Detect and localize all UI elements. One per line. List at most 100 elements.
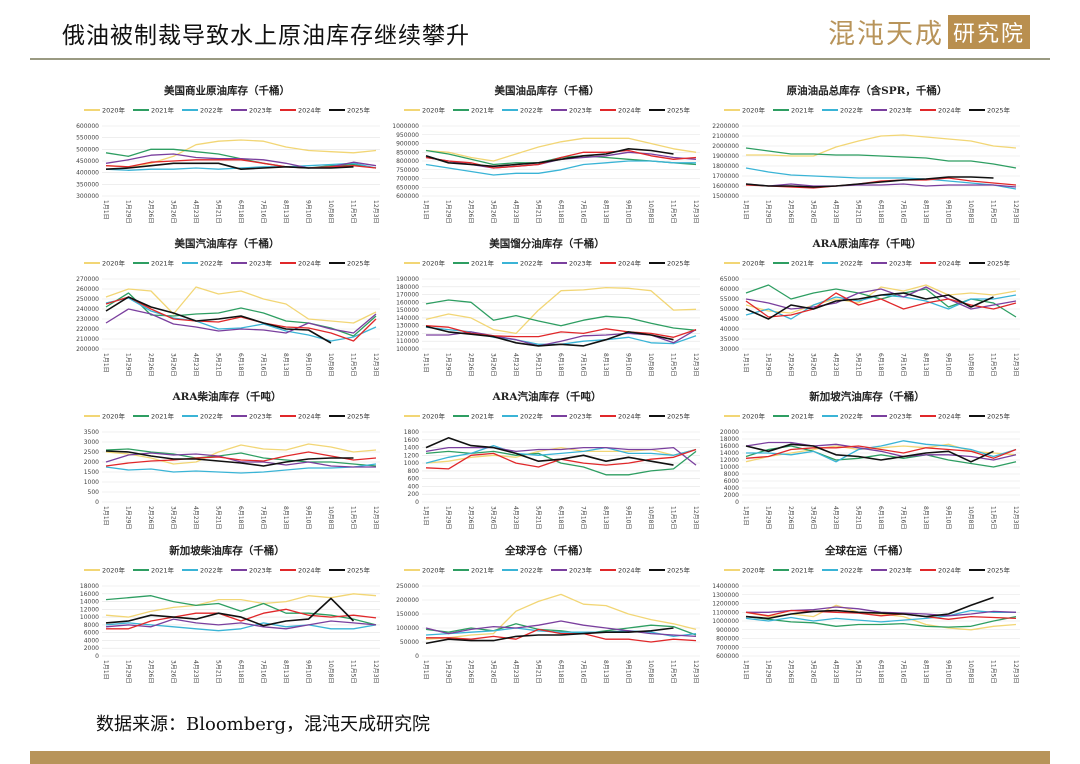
y-tick-label: 100000: [396, 346, 419, 353]
series-line-2022: [425, 444, 697, 464]
x-tick-label: 10月8日: [647, 353, 654, 376]
legend-label: 2023年: [569, 566, 593, 575]
legend-label: 2024年: [618, 259, 642, 268]
x-tick-label: 4月23日: [192, 506, 199, 529]
logo-text: 混沌天成: [828, 19, 944, 50]
legend-label: 2023年: [889, 566, 913, 575]
series-line-2024: [745, 609, 1017, 620]
series-line-2020: [105, 286, 377, 324]
y-tick-label: 55000: [720, 296, 739, 303]
y-tick-label: 50000: [720, 306, 739, 313]
series-line-2020: [746, 134, 1017, 157]
x-tick-label: 1月1日: [742, 660, 749, 680]
x-tick-label: 7月16日: [900, 353, 907, 376]
inventory-chart: 全球浮仓（千桶） 2020年 2021年 2022年 2023年 2024年 2025年 0 5…: [382, 542, 712, 698]
series-line-2025: [105, 296, 332, 344]
series-line-2022: [105, 463, 377, 474]
chart-title: ARA原油库存（千吨）: [811, 237, 921, 250]
legend-label: 2020年: [422, 412, 446, 421]
x-tick-label: 1月1日: [742, 200, 749, 220]
chart-svg: 新加坡汽油库存（千桶） 2020年 2021年 2022年 2023年 2024年 2025…: [720, 390, 1020, 529]
x-tick-label: 1月1日: [742, 353, 749, 373]
series-line-2022: [746, 440, 1017, 463]
series-line-2022: [105, 297, 377, 342]
chart-title: 全球浮仓（千桶）: [504, 544, 589, 557]
y-tick-label: 3000: [84, 439, 99, 446]
legend-label: 2023年: [249, 259, 273, 268]
x-tick-label: 2月26日: [467, 200, 474, 223]
chart-svg: ARA柴油库存（千吨） 2020年 2021年 2022年 2023年 2024年 2025…: [84, 390, 380, 529]
legend-label: 2024年: [298, 106, 322, 115]
chart-title: 原油油品总库存（含SPR，千桶）: [787, 84, 948, 97]
x-tick-label: 6月18日: [237, 200, 244, 223]
y-tick-label: 1200000: [712, 601, 739, 608]
y-tick-label: 600: [408, 476, 420, 483]
x-tick-label: 11月5日: [990, 660, 997, 683]
series-line-2022: [745, 609, 1016, 623]
x-tick-label: 10月8日: [967, 660, 974, 683]
y-tick-label: 0: [95, 499, 99, 506]
x-tick-label: 11月5日: [670, 660, 677, 683]
legend-label: 2022年: [840, 106, 864, 115]
y-tick-label: 750000: [396, 167, 419, 174]
y-tick-label: 0: [415, 499, 419, 506]
series-line-2025: [425, 436, 674, 466]
series-line-2023: [425, 446, 697, 466]
y-tick-label: 0: [735, 499, 739, 506]
x-tick-label: 7月16日: [900, 506, 907, 529]
x-tick-label: 6月18日: [877, 660, 884, 683]
legend-label: 2020年: [422, 106, 446, 115]
series-line-2020: [425, 593, 697, 640]
series-line-2023: [425, 620, 697, 638]
x-tick-label: 11月5日: [350, 660, 357, 683]
inventory-chart: ARA柴油库存（千吨） 2020年 2021年 2022年 2023年 2024年 2025…: [62, 388, 392, 544]
y-tick-label: 550000: [76, 135, 99, 142]
y-tick-label: 12000: [80, 606, 99, 613]
y-tick-label: 10000: [720, 464, 739, 471]
legend-label: 2023年: [569, 106, 593, 115]
legend-label: 2021年: [791, 412, 815, 421]
x-tick-label: 3月26日: [810, 660, 817, 683]
x-tick-label: 3月26日: [810, 353, 817, 376]
series-line-2024: [745, 292, 1017, 318]
x-tick-label: 10月8日: [967, 506, 974, 529]
series-line-2025: [745, 292, 994, 320]
y-tick-label: 350000: [76, 181, 99, 188]
y-tick-label: 150000: [396, 307, 419, 314]
x-tick-label: 2月26日: [467, 660, 474, 683]
y-tick-label: 1800: [404, 429, 419, 436]
y-tick-label: 2000: [724, 492, 739, 499]
legend-label: 2023年: [569, 412, 593, 421]
y-tick-label: 400: [408, 483, 420, 490]
legend-label: 2023年: [889, 259, 913, 268]
series-line-2022: [105, 162, 377, 171]
y-tick-label: 1700000: [712, 173, 739, 180]
chart-title: 美国汽油库存（千桶）: [175, 237, 280, 250]
x-tick-label: 4月23日: [832, 506, 839, 529]
y-tick-label: 1400: [404, 445, 419, 452]
y-tick-label: 1600: [404, 437, 419, 444]
series-line-2025: [425, 325, 674, 347]
x-tick-label: 7月16日: [260, 353, 267, 376]
x-tick-label: 7月16日: [580, 353, 587, 376]
x-tick-label: 6月18日: [237, 660, 244, 683]
y-tick-label: 260000: [76, 286, 99, 293]
legend-label: 2025年: [987, 412, 1011, 421]
legend-label: 2021年: [471, 566, 495, 575]
series-line-2025: [745, 596, 994, 620]
series-line-2022: [745, 167, 1017, 190]
x-tick-label: 8月13日: [922, 200, 929, 223]
y-tick-label: 1000: [84, 479, 99, 486]
x-tick-label: 8月13日: [282, 200, 289, 223]
x-tick-label: 1月1日: [422, 506, 429, 526]
chart-svg: 新加坡柴油库存（千桶） 2020年 2021年 2022年 2023年 2024年 2025…: [80, 544, 380, 683]
y-tick-label: 160000: [396, 299, 419, 306]
x-tick-label: 3月26日: [490, 506, 497, 529]
series-line-2021: [745, 445, 1017, 468]
series-line-2020: [105, 443, 377, 465]
x-tick-label: 12月3日: [372, 506, 379, 529]
x-tick-label: 8月13日: [602, 200, 609, 223]
x-tick-label: 3月26日: [490, 660, 497, 683]
chart-title: 全球在运（千桶）: [824, 544, 909, 557]
x-tick-label: 12月3日: [372, 660, 379, 683]
